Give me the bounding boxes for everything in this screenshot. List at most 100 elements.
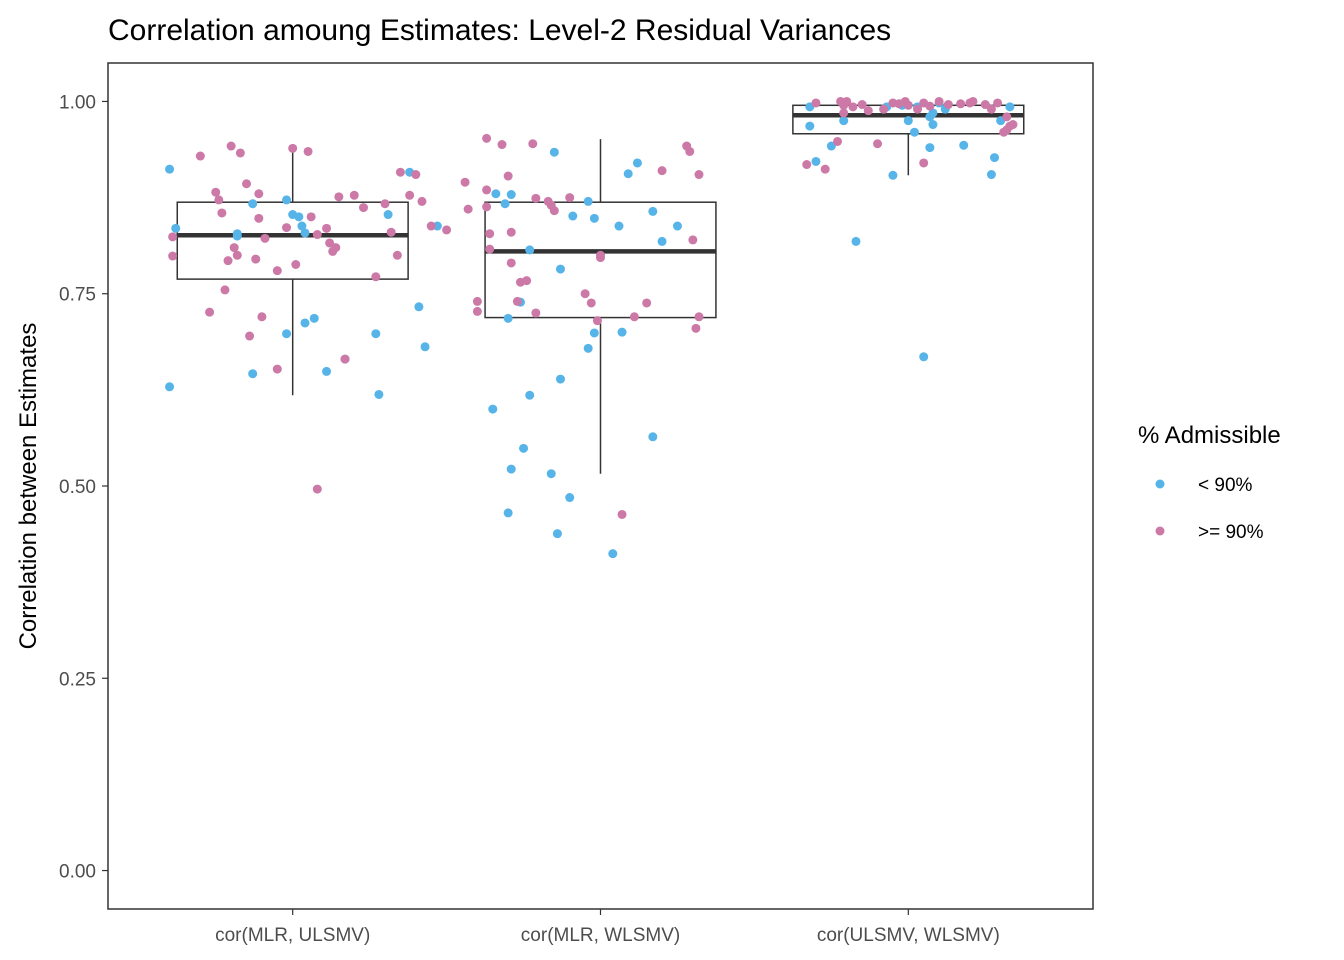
data-point <box>879 104 889 114</box>
data-point <box>300 228 310 238</box>
data-point <box>497 140 507 150</box>
data-point <box>331 243 341 253</box>
data-point <box>1008 120 1018 130</box>
data-point <box>913 104 923 114</box>
data-point <box>919 352 929 362</box>
data-point <box>826 141 836 151</box>
data-point <box>165 164 175 174</box>
data-point <box>863 106 873 116</box>
data-point <box>374 389 384 399</box>
data-point <box>235 148 245 158</box>
data-point <box>405 190 415 200</box>
data-point <box>220 285 230 295</box>
data-point <box>928 108 938 118</box>
series-points <box>168 96 1018 519</box>
data-point <box>411 170 421 180</box>
chart-title: Correlation amoung Estimates: Level-2 Re… <box>108 14 891 47</box>
data-point <box>820 164 830 174</box>
data-point <box>254 213 264 223</box>
data-point <box>648 206 658 216</box>
legend-key <box>1155 479 1165 489</box>
data-point <box>420 342 430 352</box>
data-point <box>565 493 575 503</box>
y-tick-label: 0.50 <box>59 477 96 498</box>
data-point <box>195 151 205 161</box>
data-point <box>334 192 344 202</box>
data-point <box>873 139 883 149</box>
data-point <box>555 374 565 384</box>
y-tick-label: 0.75 <box>59 285 96 306</box>
data-point <box>568 211 578 221</box>
data-point <box>528 139 538 149</box>
data-point <box>248 369 258 379</box>
data-point <box>260 233 270 243</box>
data-point <box>580 289 590 299</box>
data-point <box>340 354 350 364</box>
data-point <box>306 212 316 222</box>
data-point <box>460 177 470 187</box>
data-point <box>312 484 322 494</box>
data-point <box>657 166 667 176</box>
data-point <box>229 243 239 253</box>
y-axis-ticks: 0.00 0.25 0.50 0.75 1.00 <box>59 92 108 883</box>
data-point <box>943 100 953 110</box>
data-point <box>251 254 261 264</box>
data-point <box>417 196 427 206</box>
data-point <box>254 189 264 199</box>
data-point <box>888 170 898 180</box>
data-point <box>928 120 938 130</box>
data-point <box>242 179 252 189</box>
legend-key <box>1155 526 1165 536</box>
data-point <box>506 227 516 237</box>
data-point <box>583 343 593 353</box>
data-point <box>522 276 532 286</box>
data-point <box>503 171 513 181</box>
data-point <box>519 443 529 453</box>
data-point <box>205 307 215 317</box>
data-point <box>851 236 861 246</box>
legend-label: >= 90% <box>1198 522 1264 543</box>
data-point <box>614 221 624 231</box>
y-tick-label: 1.00 <box>59 92 96 113</box>
data-point <box>672 221 682 231</box>
data-point <box>322 366 332 376</box>
jitter-points <box>165 96 1018 559</box>
data-point <box>392 250 402 260</box>
data-point <box>691 323 701 333</box>
data-point <box>990 153 999 163</box>
data-point <box>531 193 541 203</box>
y-tick-label: 0.25 <box>59 669 96 690</box>
data-point <box>383 210 393 220</box>
data-point <box>632 158 642 168</box>
data-point <box>623 169 633 179</box>
y-axis-title: Correlation between Estimates <box>15 323 42 650</box>
data-point <box>171 223 181 233</box>
data-point <box>488 404 498 414</box>
data-point <box>608 549 618 559</box>
data-point <box>811 98 821 108</box>
data-point <box>482 185 492 195</box>
data-point <box>986 170 996 180</box>
data-point <box>839 116 849 126</box>
data-point <box>694 312 704 322</box>
data-point <box>565 193 575 203</box>
data-point <box>546 469 556 479</box>
data-point <box>282 223 292 233</box>
data-point <box>165 382 175 392</box>
data-point <box>956 99 966 109</box>
data-point <box>322 223 332 233</box>
data-point <box>919 158 929 168</box>
data-point <box>503 508 513 518</box>
data-point <box>232 231 242 241</box>
data-point <box>472 306 482 316</box>
data-point <box>549 147 559 157</box>
data-point <box>694 170 704 180</box>
data-point <box>282 329 292 339</box>
data-point <box>482 133 492 143</box>
data-point <box>848 102 858 112</box>
data-point <box>1002 112 1012 122</box>
data-point <box>688 235 698 245</box>
data-point <box>685 146 695 156</box>
legend: % Admissible < 90% >= 90% <box>1138 422 1281 543</box>
data-point <box>525 245 535 255</box>
